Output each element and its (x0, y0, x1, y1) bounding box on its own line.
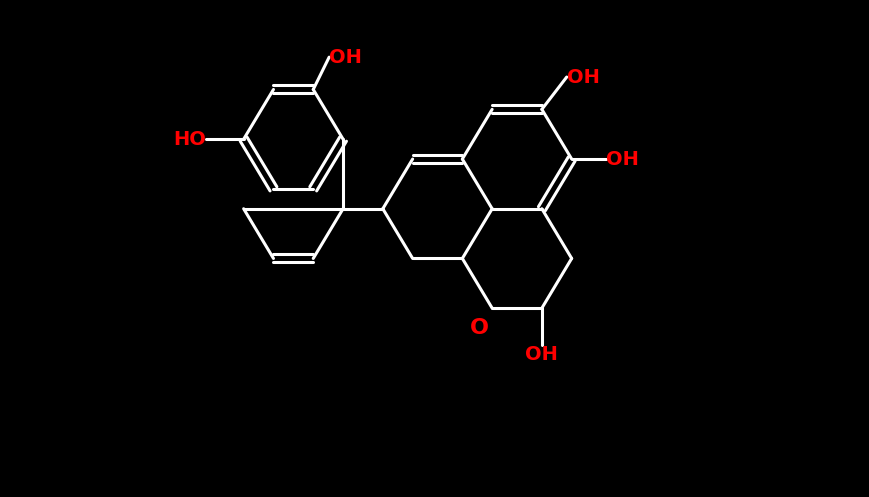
Text: OH: OH (525, 345, 558, 364)
Text: OH: OH (328, 48, 362, 67)
Text: OH: OH (566, 68, 599, 86)
Text: HO: HO (173, 130, 206, 149)
Text: O: O (469, 318, 488, 338)
Text: OH: OH (606, 150, 639, 168)
